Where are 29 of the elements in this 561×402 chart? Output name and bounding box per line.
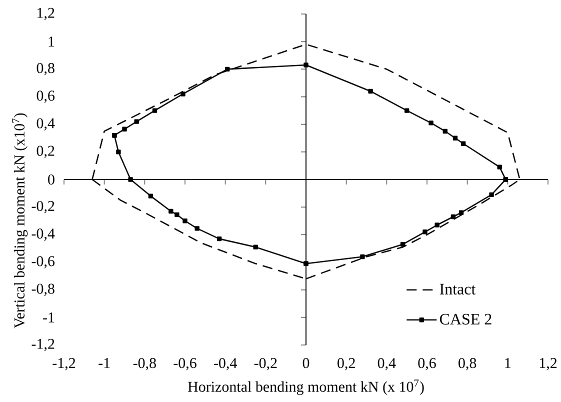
x-tick-label: 0,8 — [458, 358, 476, 370]
y-tick-label: -0,2 — [32, 200, 54, 214]
x-tick-label: 1 — [505, 358, 511, 368]
legend-label: Intact — [440, 284, 476, 295]
y-tick-label: -1 — [43, 312, 54, 322]
y-tick-label: 0,6 — [36, 90, 55, 103]
y-tick-label: -1,2 — [32, 338, 54, 352]
x-tick-label: -0,2 — [254, 358, 277, 370]
legend-label: CASE 2 — [440, 314, 492, 325]
y-tick-label: -0,8 — [32, 284, 54, 296]
x-tick-label: 0 — [302, 358, 310, 368]
x-tick-label: 1,2 — [540, 358, 557, 370]
y-tick-label: 0,8 — [36, 63, 54, 76]
y-tick-label: -0,6 — [32, 256, 55, 268]
x-tick-label: -0,4 — [214, 358, 237, 370]
x-tick-label: -0,8 — [133, 358, 156, 370]
y-tick-label: 0,4 — [36, 118, 55, 130]
y-tick-label: 0 — [48, 174, 54, 185]
x-tick-label: -0,6 — [174, 358, 196, 370]
y-tick-label: 1 — [48, 36, 54, 47]
y-tick-label: 1,2 — [38, 8, 54, 20]
y-tick-label: -0,4 — [32, 228, 55, 241]
x-tick-label: 0,4 — [378, 358, 396, 370]
x-tick-label: -1 — [98, 358, 110, 368]
y-axis-title: Vertical bending moment kN (x10$^{7}$) — [12, 113, 28, 328]
y-tick-label: 0,2 — [36, 146, 54, 158]
x-tick-label: 0,2 — [338, 358, 355, 370]
x-axis-title: Horizontal bending moment kN (x 10$^{7}$) — [188, 380, 424, 395]
x-tick-label: 0,6 — [418, 358, 436, 370]
